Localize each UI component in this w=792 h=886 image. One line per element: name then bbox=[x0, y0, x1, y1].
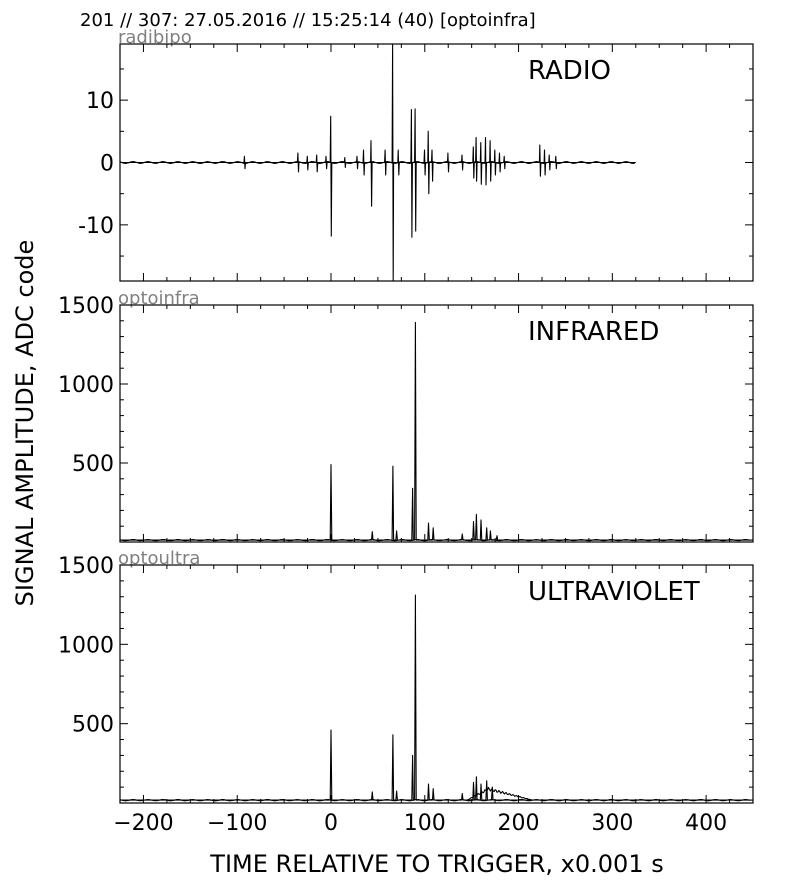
y-tick-label: 1500 bbox=[58, 294, 114, 319]
panel-source-tag: optoinfra bbox=[118, 288, 200, 309]
y-tick-label: 500 bbox=[72, 713, 114, 738]
y-axis-label: SIGNAL AMPLITUDE, ADC code bbox=[11, 240, 39, 607]
panel-title: ULTRAVIOLET bbox=[528, 577, 700, 607]
panel-source-tag: optoultra bbox=[118, 548, 200, 569]
panel-source-tag: radibipo bbox=[118, 27, 192, 48]
y-tick-label: 0 bbox=[100, 152, 114, 177]
plot-frame bbox=[119, 304, 754, 543]
x-tick-label: 200 bbox=[498, 811, 540, 836]
signal-trace bbox=[120, 321, 753, 541]
figure-header: 201 // 307: 27.05.2016 // 15:25:14 (40) … bbox=[80, 10, 536, 31]
panel-title: RADIO bbox=[528, 56, 611, 86]
x-tick-label: 300 bbox=[591, 811, 633, 836]
signal-trace bbox=[120, 594, 753, 801]
x-tick-labels: −200 −100 0 100 200 300 400 bbox=[113, 811, 727, 836]
uv-afterglow bbox=[466, 786, 533, 801]
baseline-noise bbox=[119, 798, 751, 802]
ultraviolet-panel: optoultra 500 1000 1500 ULTRAVIOLET bbox=[58, 548, 754, 804]
y-tick-label: 1500 bbox=[58, 554, 114, 579]
y-tick-label: -10 bbox=[78, 214, 114, 239]
x-axis-label: TIME RELATIVE TO TRIGGER, x0.001 s bbox=[209, 850, 663, 878]
x-tick-label: 100 bbox=[404, 811, 446, 836]
y-tick-label: 1000 bbox=[58, 373, 114, 398]
baseline-noise bbox=[119, 161, 635, 164]
x-tick-label: 400 bbox=[685, 811, 727, 836]
x-tick-label: 0 bbox=[324, 811, 338, 836]
y-tick-label: 10 bbox=[86, 89, 114, 114]
x-tick-label: −200 bbox=[113, 811, 173, 836]
y-tick-label: 500 bbox=[72, 452, 114, 477]
panel-title: INFRARED bbox=[528, 317, 659, 347]
infrared-panel: optoinfra 500 1000 1500 INFRARED bbox=[58, 288, 754, 543]
plot-frame bbox=[119, 564, 754, 804]
x-tick-label: −100 bbox=[207, 811, 267, 836]
radio-panel: radibipo -10 0 10 RADIO bbox=[78, 27, 754, 282]
y-tick-label: 1000 bbox=[58, 633, 114, 658]
baseline-noise bbox=[119, 538, 751, 542]
